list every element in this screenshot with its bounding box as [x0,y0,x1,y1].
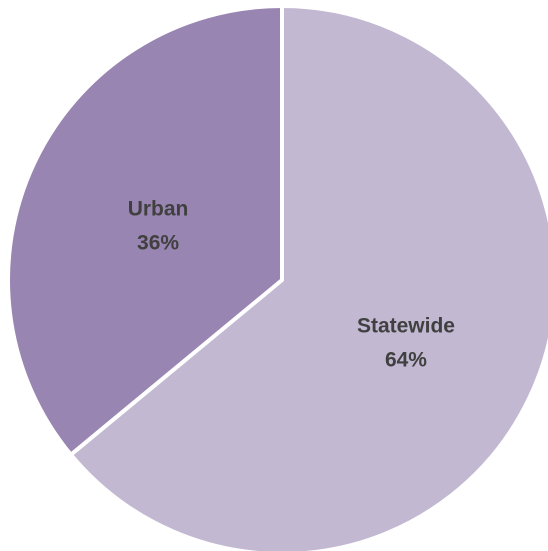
slice-value-urban: 36% [137,232,179,255]
pie-labels: Statewide 64% Urban 36% [128,198,455,372]
slice-label-statewide: Statewide [357,314,455,337]
slice-label-urban: Urban [128,198,189,221]
pie-slice-urban [6,4,284,457]
pie-slices [6,4,548,551]
slice-value-statewide: 64% [385,348,427,371]
pie-slice-statewide [68,4,548,551]
